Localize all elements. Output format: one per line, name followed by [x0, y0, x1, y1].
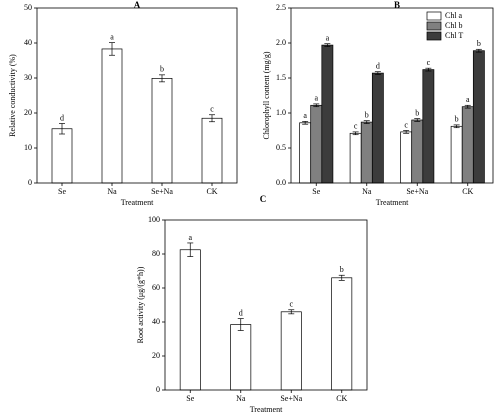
- bar: [461, 106, 474, 184]
- legend-label: Chl T: [445, 31, 463, 40]
- significance-letter: c: [354, 122, 358, 131]
- y-tick-label: 1.5: [276, 73, 286, 82]
- bar: [280, 311, 302, 391]
- y-tick-label: 0: [156, 385, 160, 394]
- bar: [310, 104, 323, 184]
- significance-letter: a: [466, 95, 470, 104]
- x-tick-label: Se+Na: [406, 187, 428, 196]
- legend-label: Chl a: [445, 11, 463, 20]
- significance-letter: a: [110, 32, 114, 41]
- legend-swatch: [426, 31, 442, 41]
- significance-letter: d: [239, 308, 243, 317]
- y-tick-label: 40: [152, 317, 160, 326]
- x-tick-label: Se: [186, 394, 194, 403]
- panel-title: A: [134, 0, 141, 10]
- x-tick-label: Se+Na: [280, 394, 302, 403]
- legend-swatch: [426, 21, 442, 31]
- bar: [411, 119, 424, 184]
- significance-letter: d: [60, 113, 64, 122]
- legend-swatch: [426, 11, 442, 21]
- y-axis-label: Root activity (μg/(g*h)): [136, 266, 145, 343]
- significance-letter: a: [303, 111, 307, 120]
- x-axis-label: Treatment: [376, 198, 409, 207]
- bar: [472, 50, 485, 184]
- y-tick-label: 20: [152, 351, 160, 360]
- significance-letter: d: [376, 62, 380, 71]
- bar: [450, 125, 463, 184]
- x-tick-label: CK: [206, 187, 217, 196]
- significance-letter: a: [326, 34, 330, 43]
- plot-frame: [164, 219, 368, 391]
- bar: [400, 131, 413, 184]
- bar: [331, 277, 353, 391]
- y-tick-label: 40: [24, 38, 32, 47]
- y-tick-label: 80: [152, 249, 160, 258]
- significance-letter: c: [210, 105, 214, 114]
- x-axis-label: Treatment: [250, 405, 283, 414]
- x-tick-label: CK: [336, 394, 347, 403]
- significance-letter: b: [455, 115, 459, 124]
- bar: [101, 48, 123, 184]
- plot-frame: [36, 7, 238, 184]
- y-tick-label: 30: [24, 73, 32, 82]
- significance-letter: b: [477, 39, 481, 48]
- y-tick-label: 0.0: [276, 178, 286, 187]
- bar: [51, 128, 73, 184]
- panel-title: C: [260, 194, 267, 204]
- x-axis-label: Treatment: [121, 198, 154, 207]
- significance-letter: c: [289, 300, 293, 309]
- y-tick-label: 50: [24, 3, 32, 12]
- bar: [299, 122, 312, 184]
- y-tick-label: 2.0: [276, 38, 286, 47]
- y-axis-label: Chlorophyll content (mg/g): [262, 51, 271, 139]
- x-tick-label: Na: [107, 187, 117, 196]
- y-tick-label: 0: [28, 178, 32, 187]
- significance-letter: a: [188, 233, 192, 242]
- bar: [422, 69, 435, 184]
- y-tick-label: 2.5: [276, 3, 286, 12]
- x-tick-label: CK: [462, 187, 473, 196]
- significance-letter: b: [415, 108, 419, 117]
- y-tick-label: 20: [24, 108, 32, 117]
- significance-letter: a: [314, 94, 318, 103]
- y-tick-label: 1.0: [276, 108, 286, 117]
- bar: [179, 249, 201, 391]
- y-tick-label: 0.5: [276, 143, 286, 152]
- bar: [349, 132, 362, 184]
- plot-frame: [290, 7, 494, 184]
- y-tick-label: 60: [152, 283, 160, 292]
- significance-letter: b: [160, 65, 164, 74]
- significance-letter: c: [427, 58, 431, 67]
- bar: [360, 121, 373, 184]
- significance-letter: b: [365, 111, 369, 120]
- panel-title: B: [394, 0, 400, 10]
- bar: [230, 324, 252, 391]
- x-tick-label: Se: [58, 187, 66, 196]
- x-tick-label: Na: [362, 187, 372, 196]
- x-tick-label: Se: [312, 187, 320, 196]
- x-tick-label: Se+Na: [151, 187, 173, 196]
- significance-letter: c: [404, 120, 408, 129]
- bar: [371, 72, 384, 184]
- y-axis-label: Relative conductivity (%): [8, 54, 17, 137]
- bar: [201, 117, 223, 184]
- y-tick-label: 100: [148, 215, 160, 224]
- bar: [151, 77, 173, 184]
- x-tick-label: Na: [236, 394, 246, 403]
- bar: [321, 44, 334, 184]
- significance-letter: b: [340, 265, 344, 274]
- legend-label: Chl b: [445, 21, 463, 30]
- y-tick-label: 10: [24, 143, 32, 152]
